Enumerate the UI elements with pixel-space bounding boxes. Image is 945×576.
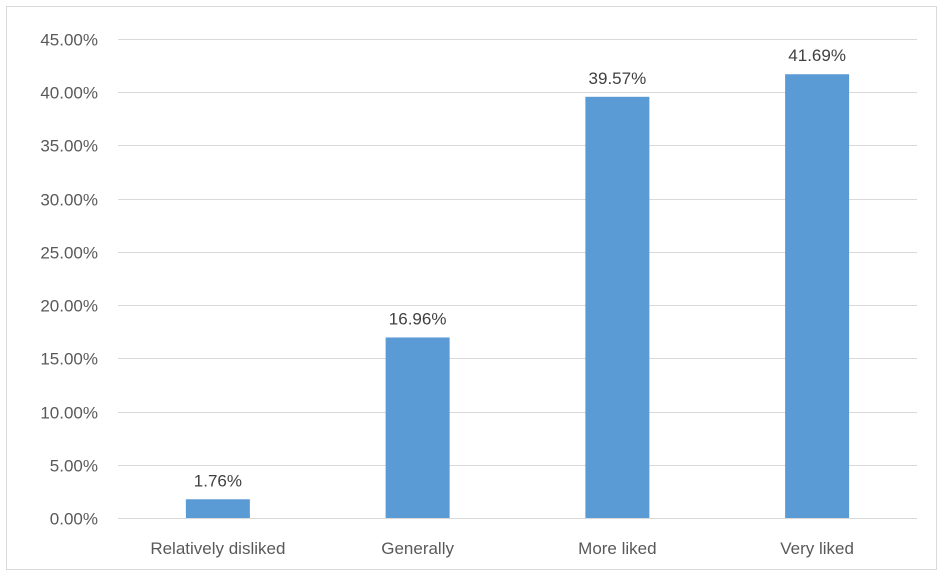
- chart-frame: [6, 6, 937, 570]
- y-tick-label: 25.00%: [40, 244, 98, 263]
- category-label: Very liked: [780, 539, 854, 558]
- category-label: More liked: [578, 539, 656, 558]
- gridlines: [118, 39, 917, 519]
- y-tick-label: 15.00%: [40, 350, 98, 369]
- data-label: 39.57%: [589, 69, 647, 88]
- y-tick-label: 20.00%: [40, 297, 98, 316]
- y-axis-ticks: 0.00% 5.00% 10.00% 15.00% 20.00% 25.00% 30.00%…: [40, 31, 98, 529]
- data-labels: 1.76% 16.96% 39.57% 41.69%: [194, 46, 846, 490]
- y-tick-label: 45.00%: [40, 31, 98, 50]
- bar: [785, 74, 850, 519]
- y-tick-label: 30.00%: [40, 191, 98, 210]
- y-tick-label: 10.00%: [40, 404, 98, 423]
- y-tick-label: 5.00%: [50, 457, 98, 476]
- bar: [185, 499, 250, 518]
- bars: [185, 74, 850, 519]
- y-tick-label: 40.00%: [40, 84, 98, 103]
- x-axis-categories: Relatively disliked Generally More liked Ve…: [150, 539, 854, 558]
- bar: [585, 96, 650, 519]
- data-label: 16.96%: [389, 309, 447, 328]
- bar: [385, 337, 450, 518]
- category-label: Relatively disliked: [150, 539, 285, 558]
- y-tick-label: 0.00%: [50, 510, 98, 529]
- data-label: 41.69%: [788, 46, 846, 65]
- y-tick-label: 35.00%: [40, 137, 98, 156]
- data-label: 1.76%: [194, 471, 242, 490]
- category-label: Generally: [381, 539, 454, 558]
